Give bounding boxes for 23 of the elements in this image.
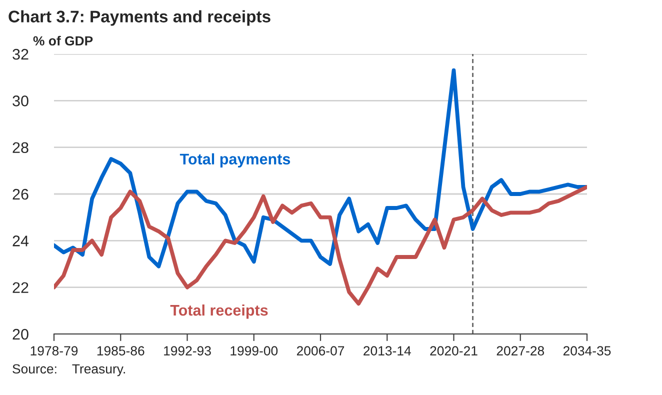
y-axis-title: % of GDP bbox=[33, 36, 93, 46]
chart-title: Chart 3.7: Payments and receipts bbox=[8, 10, 270, 26]
y-tick-label: 22 bbox=[12, 282, 28, 293]
x-tick-label: 2034-35 bbox=[563, 346, 611, 356]
x-tick-label: 1978-79 bbox=[30, 346, 78, 356]
x-tick-label: 1992-93 bbox=[164, 346, 211, 356]
source-note: Source: Treasury. bbox=[12, 364, 125, 376]
x-tick-label: 1985-86 bbox=[97, 346, 144, 356]
y-tick-label: 28 bbox=[12, 142, 28, 154]
x-tick-label: 1999-00 bbox=[230, 346, 278, 356]
x-tick-label: 2027-28 bbox=[496, 346, 544, 356]
line-series bbox=[54, 68, 587, 268]
y-tick-label: 30 bbox=[12, 96, 28, 106]
line-series bbox=[54, 185, 587, 306]
series-label: Total payments bbox=[180, 153, 290, 168]
y-tick-label: 26 bbox=[12, 188, 28, 200]
x-tick-label: 2020-21 bbox=[430, 346, 478, 356]
x-tick-label: 2006-07 bbox=[296, 346, 344, 356]
series-label: Total receipts bbox=[170, 304, 268, 319]
y-tick-label: 24 bbox=[12, 236, 29, 246]
y-tick-label: 32 bbox=[12, 48, 28, 60]
x-tick-label: 2013-14 bbox=[364, 346, 411, 356]
y-tick-label: 20 bbox=[12, 328, 28, 340]
